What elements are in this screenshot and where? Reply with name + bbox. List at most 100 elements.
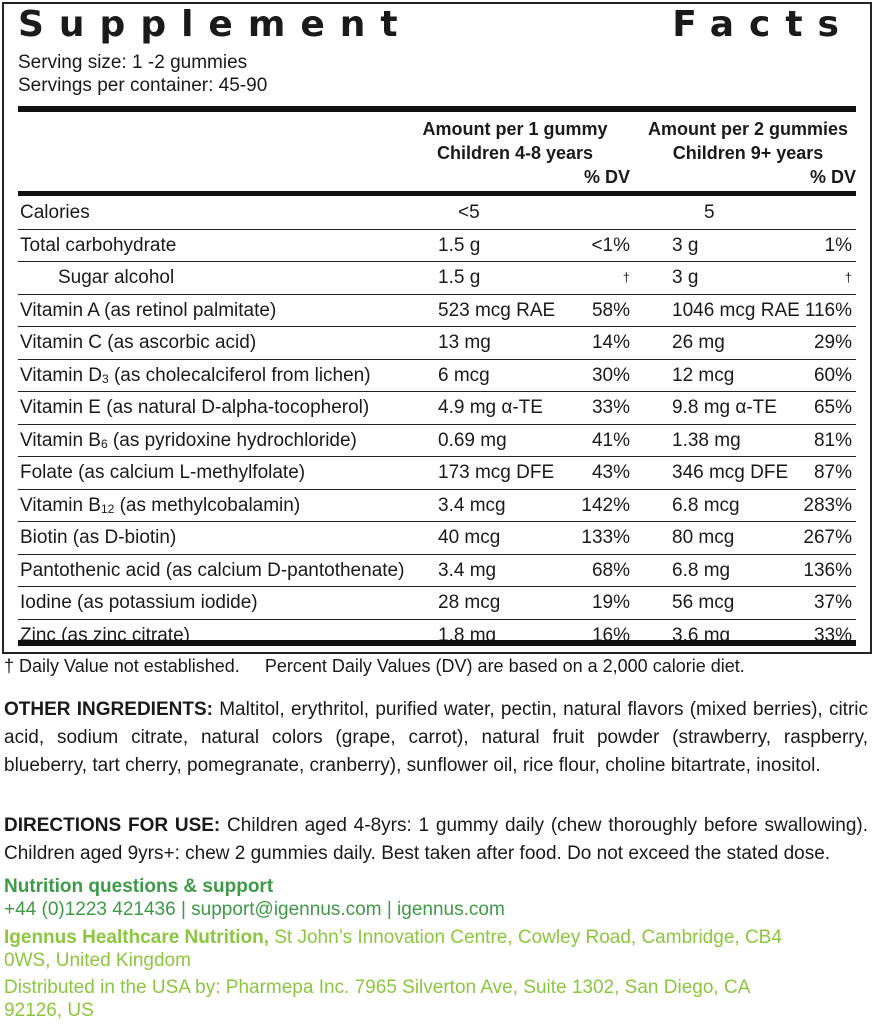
nutrient-name-text: Folate (as calcium L-methylfolate) bbox=[20, 462, 306, 483]
amount-2-gummies: 1.38 mg bbox=[672, 429, 741, 451]
col1-dv: % DV bbox=[583, 167, 630, 187]
nutrient-name: Iodine (as potassium iodide) bbox=[20, 587, 258, 618]
amount-2-gummies: 6.8 mcg bbox=[672, 494, 740, 516]
servings-per-container: Servings per container: 45-90 bbox=[18, 75, 268, 96]
amount-2-gummies: 3 g bbox=[672, 267, 699, 288]
nutrient-name: Biotin (as D-biotin) bbox=[20, 522, 176, 553]
dv-2-gummies: 65% bbox=[813, 397, 852, 418]
dv-1-gummy: 142% bbox=[581, 494, 630, 516]
dv-2-gummies: 283% bbox=[803, 494, 852, 516]
amount-1-gummy: 28 mcg bbox=[438, 592, 501, 613]
col2-line2: Children 9+ years bbox=[672, 143, 824, 163]
amount-1-gummy: 40 mcg bbox=[438, 527, 501, 548]
amount-1-gummy: 0.69 mg bbox=[438, 429, 507, 451]
amount-1-gummy: 523 mcg RAE bbox=[438, 299, 556, 321]
amount-2-gummies: 56 mcg bbox=[672, 592, 735, 613]
nutrient-name: Vitamin E (as natural D-alpha-tocopherol… bbox=[20, 392, 369, 423]
amount-1-gummy: 13 mg bbox=[438, 332, 491, 353]
distributor: Distributed in the USA by: Pharmepa Inc.… bbox=[4, 977, 750, 1021]
table-row: Vitamin E (as natural D-alpha-tocopherol… bbox=[18, 392, 856, 425]
supplement-facts-panel bbox=[2, 2, 872, 654]
amount-2-gummies: 26 mg bbox=[672, 332, 725, 353]
nutrient-name-text: Vitamin B bbox=[20, 494, 101, 516]
nutrient-subscript: 3 bbox=[102, 371, 109, 386]
other-ingredients: OTHER INGREDIENTS: Maltitol, erythritol,… bbox=[4, 696, 868, 780]
company-name: Igennus Healthcare Nutrition, bbox=[4, 927, 269, 948]
amount-2-gummies: 346 mcg DFE bbox=[672, 462, 789, 483]
amount-1-gummy: 1.5 g bbox=[438, 234, 481, 256]
dv-1-gummy: 43% bbox=[591, 462, 630, 483]
dv-1-gummy: 58% bbox=[591, 299, 630, 321]
dv-2-gummies: 136% bbox=[803, 559, 852, 581]
nutrient-name-text: Vitamin D bbox=[20, 364, 103, 386]
dv-1-gummy: 133% bbox=[581, 527, 630, 548]
dv-2-gummies: 81% bbox=[813, 429, 852, 451]
nutrient-name-text: Pantothenic acid (as calcium D-pantothen… bbox=[20, 559, 405, 581]
amount-2-gummies: 80 mcg bbox=[672, 527, 735, 548]
nutrient-name-text: Vitamin B bbox=[20, 429, 101, 451]
col2-line1: Amount per 2 gummies bbox=[647, 119, 849, 139]
dv-2-gummies: 87% bbox=[813, 462, 852, 483]
nutrient-name-text: Calories bbox=[20, 202, 90, 223]
table-row: Vitamin D3 (as cholecalciferol from lich… bbox=[18, 360, 856, 392]
nutrient-name-text: Total carbohydrate bbox=[20, 234, 177, 256]
nutrient-name-text: Sugar alcohol bbox=[58, 267, 175, 288]
nutrient-name-text: Vitamin C (as ascorbic acid) bbox=[20, 332, 257, 353]
divider-thick bbox=[18, 106, 856, 112]
other-ingredients-label: OTHER INGREDIENTS: bbox=[4, 699, 213, 720]
dv-1-gummy: 19% bbox=[591, 592, 630, 613]
dv-2-gummies: 267% bbox=[803, 527, 852, 548]
panel-title: Supplement Facts bbox=[18, 4, 854, 46]
amount-2-gummies: 6.8 mg bbox=[672, 559, 731, 581]
dv-1-gummy: 68% bbox=[591, 559, 630, 581]
table-row: Vitamin C (as ascorbic acid) 13 mg 14% 26 m… bbox=[18, 327, 856, 360]
serving-size: Serving size: 1 -2 gummies bbox=[18, 52, 248, 73]
nutrient-name-text: Iodine (as potassium iodide) bbox=[20, 592, 258, 613]
amount-1-gummy: 3.4 mcg bbox=[438, 494, 506, 516]
nutrient-name-text: Vitamin A (as retinol palmitate) bbox=[20, 299, 277, 321]
title-word-facts: Facts bbox=[672, 4, 854, 45]
support-heading: Nutrition questions & support bbox=[4, 876, 274, 897]
dv-1-gummy: <1% bbox=[591, 234, 630, 256]
table-row: Vitamin A (as retinol palmitate) 523 mcg … bbox=[18, 295, 856, 327]
nutrient-name-text: Vitamin E (as natural D-alpha-tocopherol… bbox=[20, 397, 370, 418]
title-word-supplement: Supplement bbox=[18, 4, 413, 45]
table-row: Vitamin B12 (as methylcobalamin) 3.4 mcg 1… bbox=[18, 490, 856, 522]
divider-thick bbox=[18, 640, 856, 646]
nutrient-name: Vitamin C (as ascorbic acid) bbox=[20, 327, 256, 358]
nutrient-name: Vitamin A (as retinol palmitate) bbox=[20, 295, 276, 326]
amount-2-gummies: 9.8 mg α-TE bbox=[672, 397, 777, 418]
amount-2-gummies: 12 mcg bbox=[672, 364, 735, 386]
table-row: Calories <5 5 bbox=[18, 197, 856, 230]
nutrient-name-text: Biotin (as D-biotin) bbox=[20, 527, 177, 548]
nutrient-table: Calories <5 5 Total carbohydrate 1.5 g <1% 3 g… bbox=[18, 197, 856, 651]
table-row: Sugar alcohol 1.5 g † 3 g † bbox=[18, 262, 856, 295]
col1-line2: Children 4-8 years bbox=[436, 143, 594, 163]
amount-2-gummies: 1046 mcg RAE bbox=[672, 299, 800, 321]
nutrient-name: Vitamin B6 (as pyridoxine hydrochloride) bbox=[20, 425, 357, 456]
nutrient-name: Pantothenic acid (as calcium D-pantothen… bbox=[20, 555, 404, 586]
dv-1-gummy: 30% bbox=[591, 364, 630, 386]
col2-dv: % DV bbox=[809, 167, 856, 187]
dv-2-gummies: 29% bbox=[813, 332, 852, 353]
amount-1-gummy: 4.9 mg α-TE bbox=[438, 397, 543, 418]
table-row: Pantothenic acid (as calcium D-pantothen… bbox=[18, 555, 856, 587]
amount-1-gummy: 173 mcg DFE bbox=[438, 462, 555, 483]
nutrient-name-rest: (as cholecalciferol from lichen) bbox=[108, 364, 371, 386]
nutrient-name-rest: (as methylcobalamin) bbox=[114, 494, 301, 516]
amount-1-gummy: <5 bbox=[458, 202, 480, 223]
dv-1-gummy: † bbox=[622, 270, 630, 285]
nutrient-name: Vitamin D3 (as cholecalciferol from lich… bbox=[20, 360, 371, 391]
amount-1-gummy: 1.5 g bbox=[438, 267, 481, 288]
other-ingredients-text: Maltitol, erythritol, purified water, pe… bbox=[4, 699, 869, 776]
nutrient-name: Folate (as calcium L-methylfolate) bbox=[20, 457, 305, 488]
table-row: Vitamin B6 (as pyridoxine hydrochloride)… bbox=[18, 425, 856, 457]
dv-2-gummies: 116% bbox=[804, 299, 852, 321]
dv-1-gummy: 33% bbox=[591, 397, 630, 418]
amount-1-gummy: 3.4 mg bbox=[438, 559, 497, 581]
nutrient-name: Total carbohydrate bbox=[20, 230, 176, 261]
table-row: Folate (as calcium L-methylfolate) 173 mc… bbox=[18, 457, 856, 490]
col1-line1: Amount per 1 gummy bbox=[422, 119, 608, 139]
dv-2-gummies: 60% bbox=[813, 364, 852, 386]
dv-1-gummy: 14% bbox=[591, 332, 630, 353]
